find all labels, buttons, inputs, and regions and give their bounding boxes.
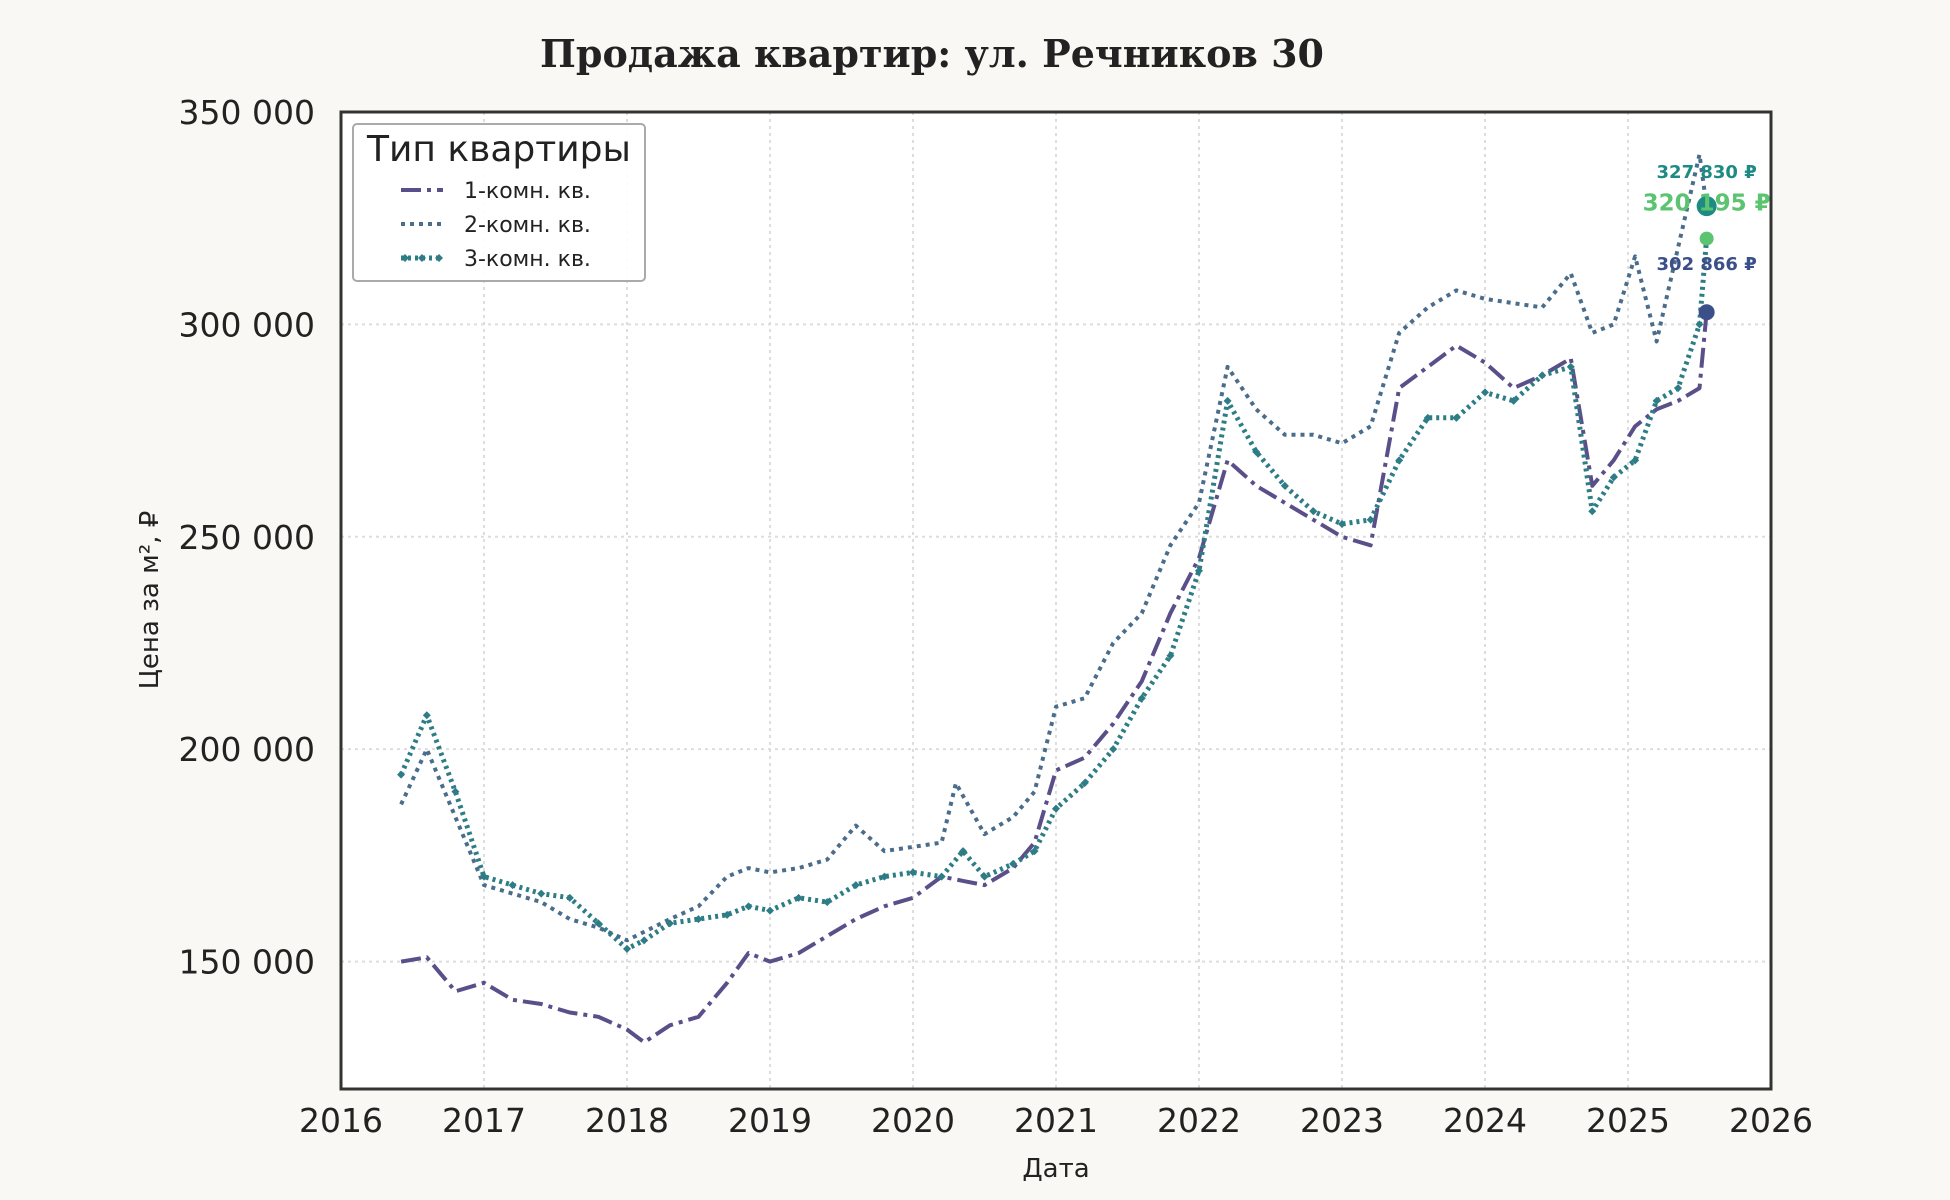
y-tick-label: 250 000 — [179, 518, 315, 557]
series-point-3 — [1609, 473, 1618, 482]
x-tick-label: 2021 — [1014, 1101, 1098, 1140]
series-point-3 — [694, 915, 703, 924]
series-line-2 — [399, 152, 1709, 943]
series-point-3 — [1052, 804, 1060, 813]
series-point-3 — [451, 787, 460, 796]
legend: Тип квартиры 1-комн. кв. 2-комн. кв. 3-ком… — [352, 123, 646, 282]
x-tick-label: 2025 — [1586, 1101, 1670, 1140]
series-point-3 — [397, 770, 406, 779]
series-point-3 — [1588, 507, 1597, 516]
x-tick-label: 2022 — [1157, 1101, 1241, 1140]
series-point-3 — [565, 893, 574, 902]
series-point-3 — [1509, 396, 1518, 405]
end-point-label-3: 302 866 ₽ — [1657, 254, 1757, 275]
series-lines — [397, 152, 1711, 1045]
x-tick-label: 2026 — [1729, 1101, 1813, 1140]
series-point-3 — [744, 902, 753, 911]
end-point-1 — [1696, 196, 1717, 217]
series-point-3 — [1423, 413, 1432, 422]
series-point-3 — [480, 872, 488, 881]
series-point-3 — [422, 711, 431, 720]
end-point-3 — [1698, 304, 1715, 321]
legend-box — [352, 123, 646, 282]
legend-label-3: 3-комн. кв. — [464, 247, 591, 272]
end-point-label-1: 327 830 ₽ — [1657, 162, 1757, 183]
series-point-3 — [937, 872, 946, 881]
series-point-3 — [1566, 362, 1575, 371]
series-point-3 — [851, 881, 860, 890]
series-point-3 — [1631, 456, 1640, 465]
end-point-2 — [1699, 231, 1714, 246]
series-point-3 — [823, 898, 832, 907]
series-point-3 — [909, 868, 917, 877]
series-point-3 — [1652, 396, 1661, 405]
series-point-3 — [508, 881, 517, 890]
series-point-3 — [1695, 320, 1704, 329]
series-point-3 — [1366, 515, 1375, 524]
series-point-3 — [1674, 384, 1683, 393]
series-point-3 — [1280, 481, 1289, 490]
plot-frame — [339, 110, 1773, 1091]
series-point-3 — [1166, 651, 1175, 660]
x-tick-label: 2016 — [299, 1101, 383, 1140]
series-point-3 — [1009, 859, 1018, 868]
series-point-3 — [640, 936, 649, 945]
legend-swatch-marker — [418, 254, 426, 262]
series-point-3 — [623, 944, 631, 953]
series-point-3 — [1338, 520, 1346, 529]
y-axis-label: Цена за м², ₽ — [135, 511, 165, 690]
series-point-3 — [1538, 371, 1547, 380]
series-point-3 — [1030, 847, 1039, 856]
series-point-3 — [1109, 745, 1118, 754]
series-point-3 — [1309, 507, 1318, 516]
x-tick-label: 2024 — [1443, 1101, 1527, 1140]
series-point-3 — [1137, 694, 1146, 703]
y-tick-label: 300 000 — [179, 305, 315, 344]
series-point-3 — [980, 872, 989, 881]
y-tick-label: 150 000 — [179, 943, 315, 982]
series-point-3 — [1452, 413, 1461, 422]
ticks: 2016 2017 2018 2019 2020 2021 2022 2023 2024 2025… — [179, 93, 1813, 1140]
legend-title: Тип квартиры — [366, 129, 631, 170]
x-tick-label: 2017 — [442, 1101, 526, 1140]
series-point-3 — [1223, 396, 1232, 405]
series-point-3 — [1481, 388, 1489, 397]
x-tick-label: 2020 — [871, 1101, 955, 1140]
series-point-3 — [1195, 566, 1203, 575]
x-axis-label: Дата — [1022, 1154, 1089, 1184]
series-point-3 — [959, 847, 968, 856]
series-line-1 — [400, 312, 1709, 1045]
end-point-label-2: 320 195 ₽ — [1643, 191, 1771, 217]
chart-title: Продажа квартир: ул. Речников 30 — [540, 31, 1324, 76]
x-tick-label: 2018 — [585, 1101, 669, 1140]
series-point-3 — [1252, 447, 1261, 456]
series-point-3 — [794, 893, 803, 902]
series-point-3 — [665, 919, 674, 928]
series-point-3 — [723, 910, 732, 919]
legend-swatch-marker — [435, 254, 443, 262]
y-tick-label: 350 000 — [179, 93, 315, 132]
series-point-3 — [766, 906, 774, 915]
series-point-3 — [1395, 456, 1404, 465]
series-point-3 — [880, 872, 889, 881]
series-point-3 — [594, 919, 603, 928]
x-tick-label: 2023 — [1300, 1101, 1384, 1140]
legend-label-1: 1-комн. кв. — [464, 179, 591, 204]
legend-swatch-marker — [401, 254, 409, 262]
series-point-3 — [537, 889, 546, 898]
end-points: 327 830 ₽ 320 195 ₽ 302 866 ₽ — [1643, 162, 1771, 321]
x-tick-label: 2019 — [728, 1101, 812, 1140]
legend-label-2: 2-комн. кв. — [464, 213, 591, 238]
y-tick-label: 200 000 — [179, 730, 315, 769]
series-point-3 — [1080, 779, 1089, 788]
